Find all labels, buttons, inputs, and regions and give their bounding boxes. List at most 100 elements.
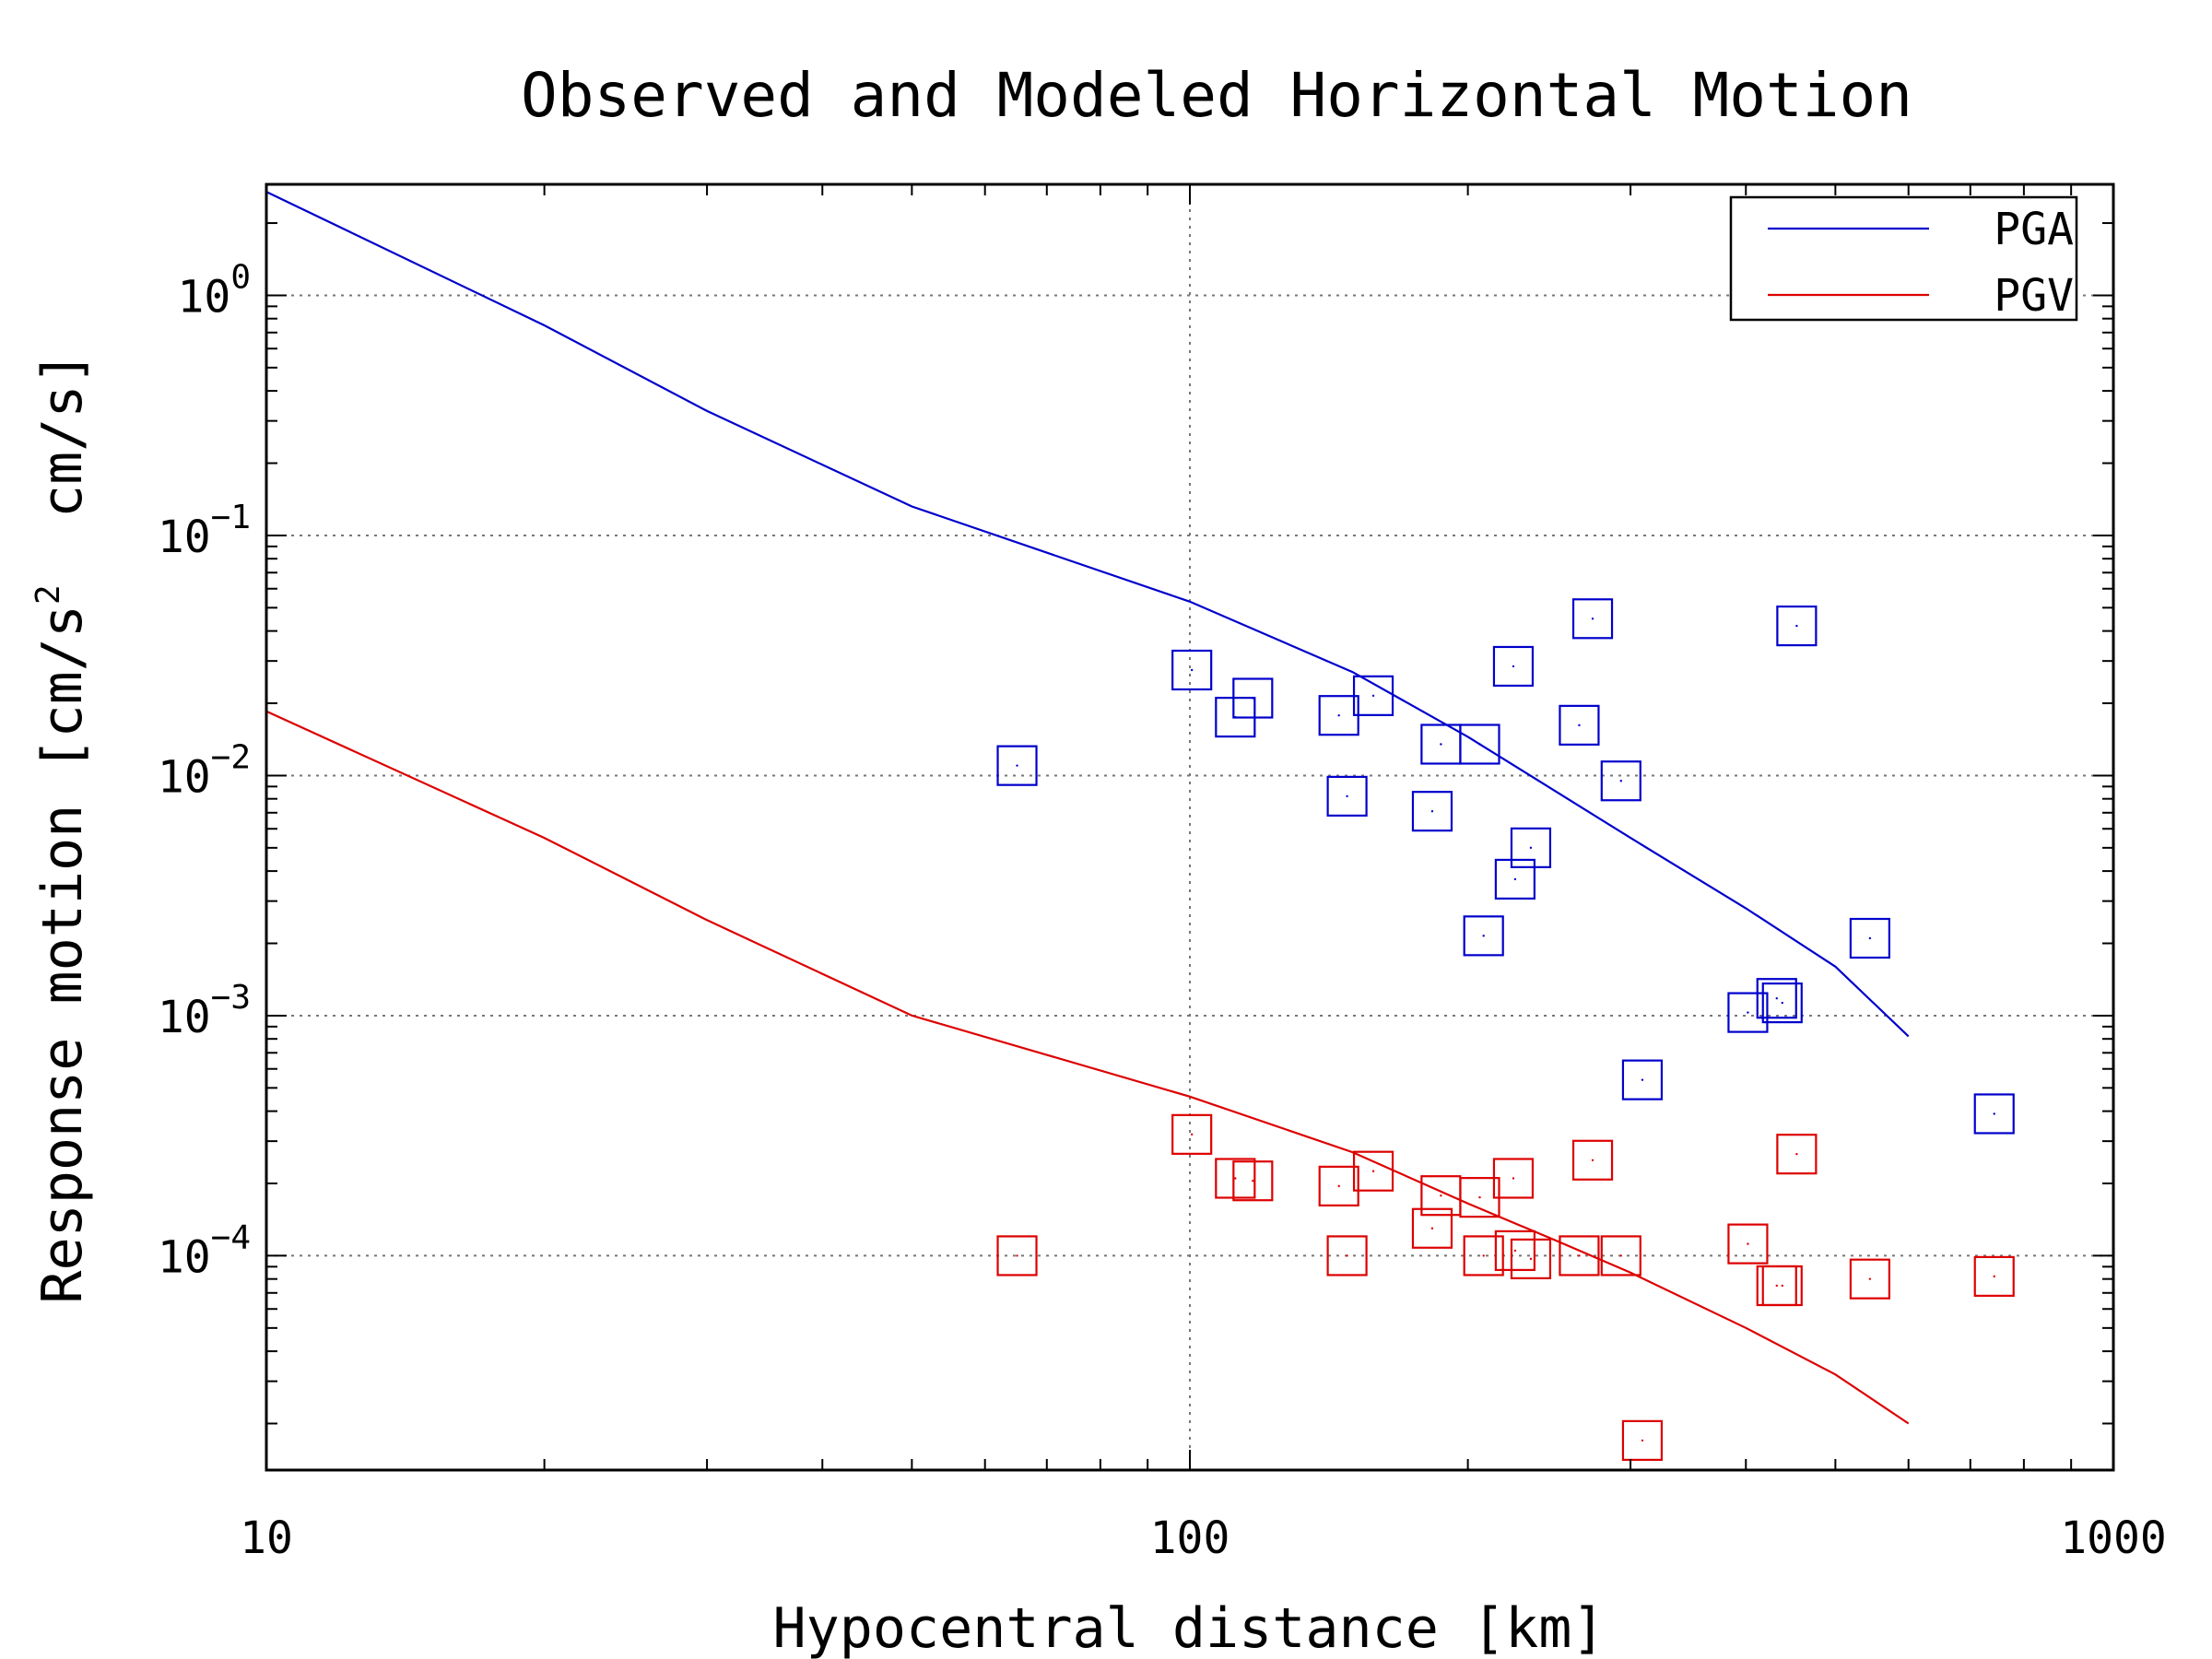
data-point-square [1411,791,1453,832]
data-point-dot [1346,794,1348,798]
data-point-dot [1591,1159,1594,1161]
data-point-dot [1512,665,1515,668]
data-point-square [1621,1419,1664,1461]
data-point-square [1600,760,1641,802]
data-point-dot [1775,997,1778,1000]
data-point-dot [1529,1257,1533,1261]
data-point-square [1459,724,1500,765]
legend-box [1729,195,2078,322]
tick-layer [265,184,2114,1470]
data-point-dot [1781,1284,1783,1288]
data-point-square [1326,775,1368,817]
data-point-square [1492,1158,1535,1199]
data-point-dot [1775,1284,1778,1288]
data-point-dot [1440,743,1442,746]
grid-layer [266,184,2113,1470]
data-point-dot [1578,724,1581,727]
data-point-dot [1371,694,1375,698]
data-point-square [1171,649,1213,691]
data-point-square [1727,992,1769,1033]
data-point-square [1171,1113,1213,1155]
data-point-square [1510,827,1552,868]
y-tick-label: 100 [178,258,251,323]
data-point-dot [1868,936,1872,940]
y-tick-label: 10−3 [158,979,251,1043]
data-point-dot [1440,1194,1442,1197]
data-point-square [1621,1059,1664,1100]
y-tick-label: 10−2 [158,738,251,803]
legend: PGA PGV [1729,195,2078,322]
data-point-dot [1482,1254,1485,1257]
data-point-square [1494,1230,1535,1272]
data-point-dot [1190,1133,1194,1136]
x-tick-label: 100 [1150,1512,1230,1564]
data-point-square [1352,1150,1394,1192]
data-point-square [1761,982,1803,1024]
legend-label-pgv: PGV [1994,270,2074,322]
data-point-dot [1234,1177,1237,1180]
chart-title: Observed and Modeled Horizontal Motion [521,60,1912,131]
legend-label-pga: PGA [1994,204,2074,255]
data-point-dot [1252,697,1254,700]
data-point-square [1559,1235,1600,1277]
data-point-square [1973,1255,2015,1297]
data-point-dot [1016,764,1018,767]
data-point-dot [1337,1184,1340,1188]
data-point-dot [1371,1170,1375,1172]
data-point-square [1571,1139,1614,1181]
data-point-square [1463,1235,1504,1277]
data-point-dot [1478,743,1481,746]
data-point-dot [1619,780,1623,782]
data-point-square [1600,1235,1641,1277]
data-point-dot [1747,1242,1749,1245]
data-point-square [1411,1207,1453,1249]
data-point-dot [1993,1112,1995,1115]
data-point-dot [1641,1439,1644,1442]
data-point-dot [1430,809,1434,813]
data-point-dot [1016,1254,1018,1257]
data-point-dot [1781,1001,1783,1005]
data-point-square [1232,1160,1274,1202]
series-line-pgv [265,710,1910,1425]
series-line-pga [265,191,1910,1038]
x-axis-label: Hypocentral distance [km] [772,1596,1605,1659]
data-point-dot [1747,1011,1749,1014]
data-point-square [1849,917,1890,959]
data-point-square [1761,1265,1803,1307]
data-point-dot [1578,1254,1581,1257]
y-tick-label: 10−4 [158,1218,251,1283]
data-point-dot [1591,618,1594,620]
data-point-square [1326,1235,1368,1277]
data-point-square [1352,675,1394,716]
data-point-square [1973,1093,2015,1135]
series-layer [265,191,2015,1461]
data-point-dot [1512,1177,1515,1180]
data-point-dot [1252,1180,1254,1182]
data-point-dot [1478,1195,1481,1199]
data-point-square [1492,645,1535,688]
data-point-dot [1795,624,1798,628]
data-point-dot [1346,1254,1348,1257]
data-point-square [1849,1258,1890,1300]
data-point-square [1776,605,1818,647]
y-tick-label: 10−1 [158,499,251,563]
data-point-dot [1430,1227,1434,1230]
data-point-square [1232,677,1274,719]
data-point-dot [1529,846,1533,850]
x-tick-label: 1000 [2060,1512,2167,1564]
data-point-square [1559,704,1600,746]
y-axis-label: Response motion [cm/s2 cm/s] [29,351,95,1303]
x-tick-label: 10 [240,1512,293,1564]
data-point-square [996,1235,1038,1277]
data-point-dot [1619,1254,1623,1257]
data-point-dot [1190,668,1194,672]
data-point-square [1727,1223,1769,1265]
data-point-square [1510,1238,1552,1279]
data-point-dot [1868,1277,1872,1280]
data-point-square [1463,915,1504,957]
tick-label-layer: 100 10−1 10−2 10−3 10−4 10 100 1000 [158,258,2167,1564]
data-point-dot [1337,714,1340,717]
data-point-dot [1513,877,1517,881]
data-point-square [1318,1165,1359,1206]
